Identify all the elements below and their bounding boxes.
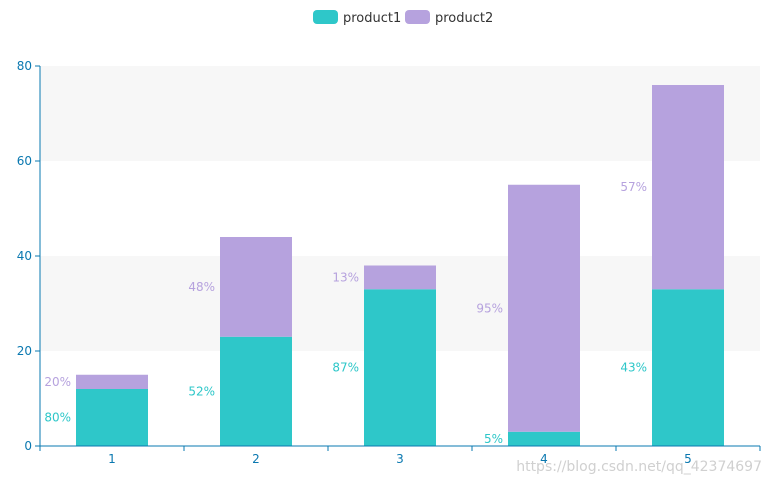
y-tick-label: 0 <box>24 439 32 453</box>
y-tick-label: 80 <box>17 59 32 73</box>
bar-product1-4 <box>508 431 580 446</box>
bar-product2-2 <box>220 237 292 337</box>
percent-label-product1-2: 52% <box>188 384 215 398</box>
bar-series <box>76 85 724 446</box>
legend-label-product1: product1 <box>343 11 401 26</box>
percent-label-product1-3: 87% <box>332 361 359 375</box>
y-tick-label: 20 <box>17 344 32 358</box>
percent-label-product1-1: 80% <box>44 411 71 425</box>
percent-label-product2-4: 95% <box>476 301 503 315</box>
percent-labels: 80% 20% 52% 48% 87% 13% 5% 95% 43% 57% <box>44 180 647 446</box>
legend: product1 product2 <box>313 10 493 26</box>
bar-product1-1 <box>76 389 148 446</box>
bar-product2-1 <box>76 374 148 389</box>
percent-label-product1-4: 5% <box>484 432 503 446</box>
percent-label-product2-3: 13% <box>332 270 359 284</box>
legend-swatch-product2 <box>405 10 430 24</box>
bar-product2-3 <box>364 265 436 290</box>
bar-product1-5 <box>652 289 724 446</box>
percent-label-product1-5: 43% <box>620 361 647 375</box>
bar-product1-2 <box>220 336 292 446</box>
y-tick-label: 40 <box>17 249 32 263</box>
legend-label-product2: product2 <box>435 11 493 26</box>
x-tick-label: 1 <box>108 452 116 466</box>
x-tick-label: 2 <box>252 452 260 466</box>
legend-swatch-product1 <box>313 10 338 24</box>
bar-product1-3 <box>364 289 436 446</box>
percent-label-product2-1: 20% <box>44 375 71 389</box>
x-tick-label: 3 <box>396 452 404 466</box>
axes: 0 20 40 60 80 1 2 3 4 5 <box>17 59 761 466</box>
watermark-text: https://blog.csdn.net/qq_42374697 <box>516 459 762 475</box>
bar-product2-4 <box>508 184 580 432</box>
x-tick-label: 4 <box>540 452 548 466</box>
x-tick-label: 5 <box>684 452 692 466</box>
y-tick-label: 60 <box>17 154 32 168</box>
percent-label-product2-5: 57% <box>620 180 647 194</box>
percent-label-product2-2: 48% <box>188 280 215 294</box>
bar-product2-5 <box>652 85 724 290</box>
grid-band <box>40 66 760 161</box>
